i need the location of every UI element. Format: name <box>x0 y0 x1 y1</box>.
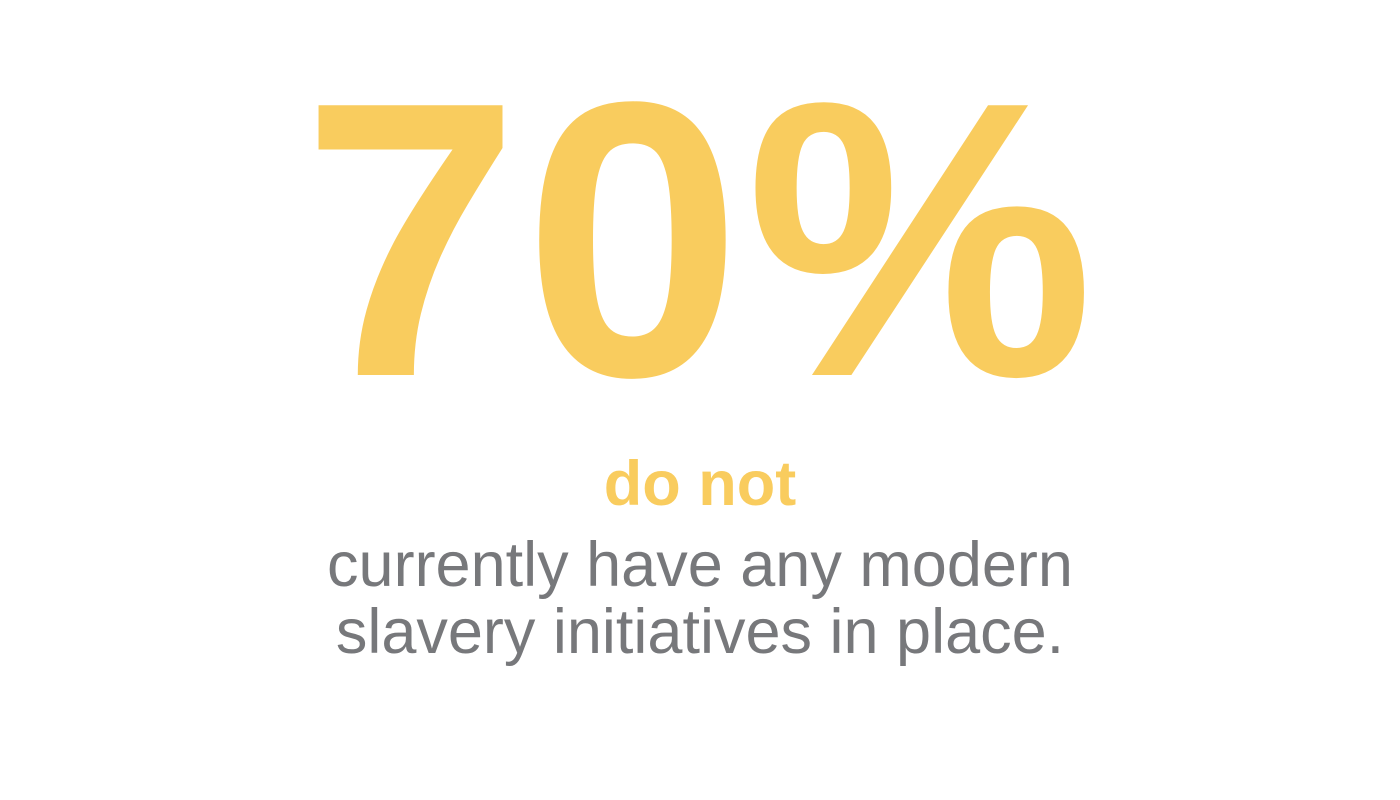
stat-description-line-2: slavery initiatives in place. <box>335 596 1065 667</box>
stat-value: 70% <box>301 21 1099 459</box>
stat-description: currently have any modern slavery initia… <box>327 532 1073 666</box>
stat-emphasis: do not <box>603 449 797 520</box>
stat-description-line-1: currently have any modern <box>327 530 1073 601</box>
